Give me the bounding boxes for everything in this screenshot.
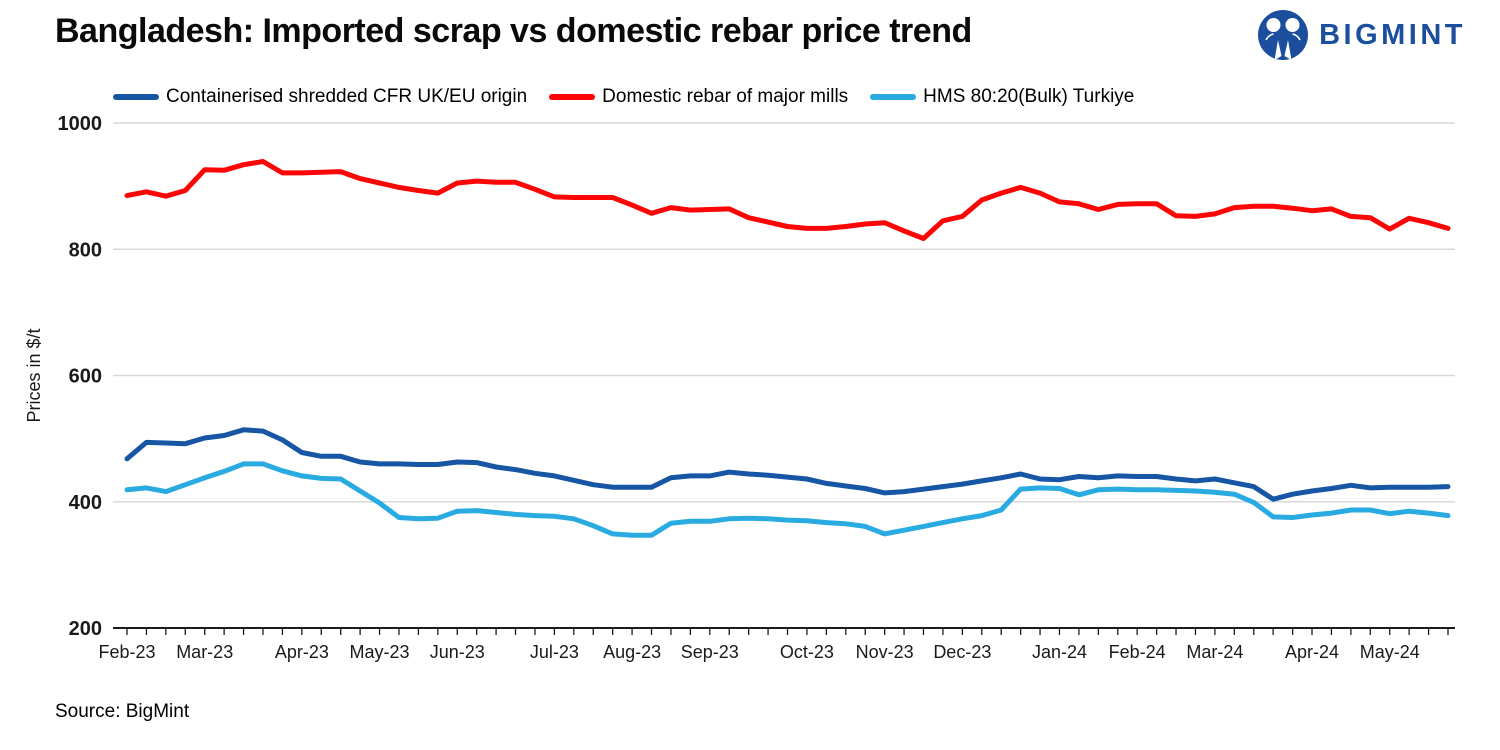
x-tick-label-Apr-23: Apr-23: [275, 642, 329, 662]
y-tick-label-200: 200: [69, 618, 102, 640]
bigmint-logo: BIGMINT: [1256, 8, 1466, 62]
y-axis-title: Prices in $/t: [24, 328, 44, 422]
x-tick-label-May-24: May-24: [1360, 642, 1420, 662]
x-tick-label-Jan-24: Jan-24: [1032, 642, 1087, 662]
y-tick-label-800: 800: [69, 239, 102, 261]
x-tick-label-Feb-23: Feb-23: [98, 642, 155, 662]
series-line-containerised-shredded-cfr-uk-eu-origin: [124, 427, 1451, 502]
x-tick-label-Oct-23: Oct-23: [780, 642, 834, 662]
page-title: Bangladesh: Imported scrap vs domestic r…: [55, 12, 972, 50]
x-tick-label-Sep-23: Sep-23: [681, 642, 739, 662]
legend-label: HMS 80:20(Bulk) Turkiye: [923, 86, 1135, 107]
x-tick-label-Dec-23: Dec-23: [933, 642, 991, 662]
chart-legend: Containerised shredded CFR UK/EU origin …: [113, 86, 1134, 108]
bigmint-logo-text: BIGMINT: [1319, 18, 1466, 51]
x-tick-label-May-23: May-23: [350, 642, 410, 662]
y-tick-label-1000: 1000: [58, 113, 103, 135]
y-tick-label-600: 600: [69, 366, 102, 388]
legend-item-containerised-shredded: Containerised shredded CFR UK/EU origin: [113, 86, 527, 108]
legend-label: Containerised shredded CFR UK/EU origin: [166, 86, 528, 107]
legend-swatch-dark-blue: [113, 94, 159, 100]
legend-label: Domestic rebar of major mills: [602, 86, 849, 107]
legend-item-hms-8020: HMS 80:20(Bulk) Turkiye: [870, 86, 1134, 108]
x-tick-label-Feb-24: Feb-24: [1109, 642, 1166, 662]
y-tick-label-400: 400: [69, 492, 102, 514]
x-tick-label-Jul-23: Jul-23: [530, 642, 579, 662]
legend-swatch-red: [549, 94, 596, 100]
x-tick-label-Mar-23: Mar-23: [176, 642, 233, 662]
legend-swatch-light-blue: [870, 94, 917, 100]
x-tick-label-Mar-24: Mar-24: [1186, 642, 1243, 662]
legend-item-domestic-rebar: Domestic rebar of major mills: [549, 86, 848, 108]
x-tick-label-Jun-23: Jun-23: [430, 642, 485, 662]
x-tick-label-Nov-23: Nov-23: [856, 642, 914, 662]
series-line-hms-80-20-bulk-turkiye: [124, 461, 1451, 538]
source-note: Source: BigMint: [55, 701, 190, 722]
x-tick-label-Apr-24: Apr-24: [1285, 642, 1339, 662]
x-tick-label-Aug-23: Aug-23: [603, 642, 661, 662]
series-line-domestic-rebar-of-major-mills: [124, 159, 1451, 241]
bigmint-logo-icon: [1258, 10, 1309, 60]
